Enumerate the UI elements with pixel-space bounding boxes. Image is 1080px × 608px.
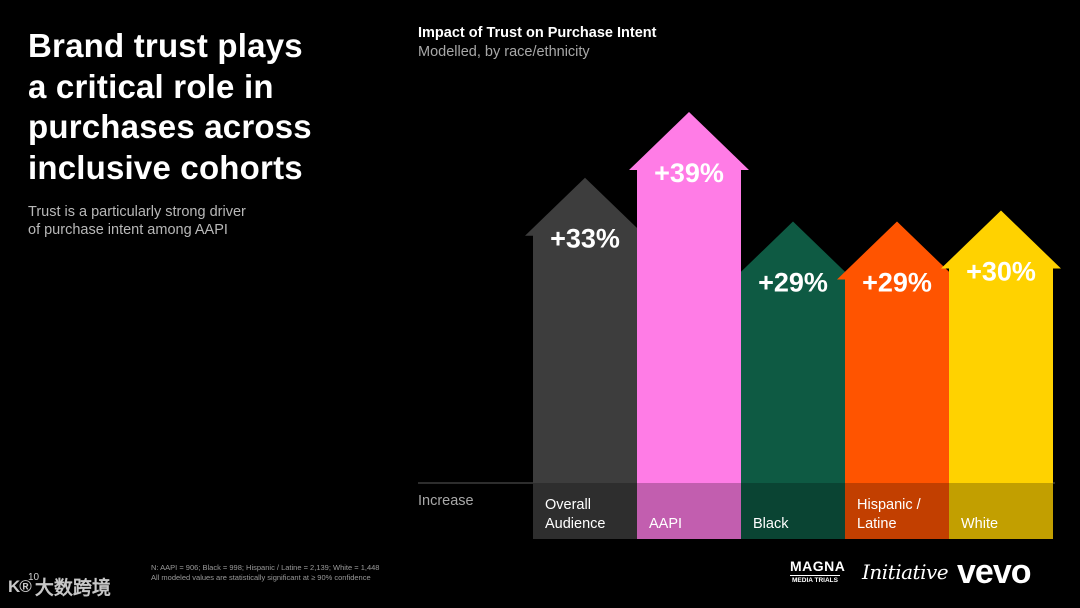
- page-title: Brand trust plays a critical role in pur…: [28, 27, 312, 186]
- bar-arrow: [837, 221, 957, 539]
- bar-value-label: +29%: [758, 267, 828, 297]
- bar-arrow: [941, 210, 1061, 540]
- bar-value-label: +29%: [862, 267, 932, 297]
- bar-arrow: [629, 112, 749, 539]
- bar-label-band: [741, 483, 845, 539]
- bar-arrow: [525, 177, 645, 539]
- vevo-logo: vevo: [957, 553, 1031, 591]
- category-label: AAPI: [649, 516, 682, 532]
- footnote-sample-sizes: N: AAPI = 906; Black = 998; Hispanic / L…: [151, 563, 380, 572]
- chart-subtitle: Modelled, by race/ethnicity: [418, 44, 590, 60]
- subtitle: Trust is a particularly strong driver of…: [28, 204, 246, 238]
- magna-logo-subtext: MEDIA TRIALS: [790, 575, 840, 585]
- watermark-text: 大数跨境: [34, 578, 111, 599]
- bar-value-label: +30%: [966, 257, 1036, 287]
- chart-title: Impact of Trust on Purchase Intent: [418, 25, 657, 41]
- bar-label-band: [533, 483, 637, 539]
- category-label: Hispanic / Latine: [857, 497, 922, 532]
- bar-value-label: +33%: [550, 224, 620, 254]
- category-label: Black: [753, 516, 789, 532]
- bar-arrow: [733, 221, 853, 539]
- initiative-logo: Initiative: [862, 560, 949, 584]
- bar-label-band: [637, 483, 741, 539]
- bar-2: +29% Black: [733, 221, 853, 539]
- bar-value-label: +39%: [654, 158, 724, 188]
- footnote: N: AAPI = 906; Black = 998; Hispanic / L…: [151, 563, 379, 583]
- footnote-significance: All modeled values are statistically sig…: [151, 573, 371, 582]
- row-label: Increase: [418, 493, 474, 509]
- magna-logo: MAGNA MEDIA TRIALS: [790, 558, 846, 585]
- bar-1: +39% AAPI: [629, 112, 749, 539]
- bar-4: +30% White: [941, 210, 1061, 540]
- magna-logo-text: MAGNA: [790, 558, 846, 574]
- bar-3: +29% Hispanic / Latine: [837, 221, 957, 539]
- bar-label-band: [949, 483, 1053, 539]
- category-label: Overall Audience: [545, 497, 605, 532]
- category-label: White: [961, 516, 998, 532]
- watermark: K® 大数跨境: [8, 573, 111, 600]
- bar-0: +33% Overall Audience: [525, 177, 645, 539]
- bar-label-band: [845, 483, 949, 539]
- watermark-logo-icon: K®: [8, 576, 32, 596]
- page-number: 10: [28, 572, 40, 583]
